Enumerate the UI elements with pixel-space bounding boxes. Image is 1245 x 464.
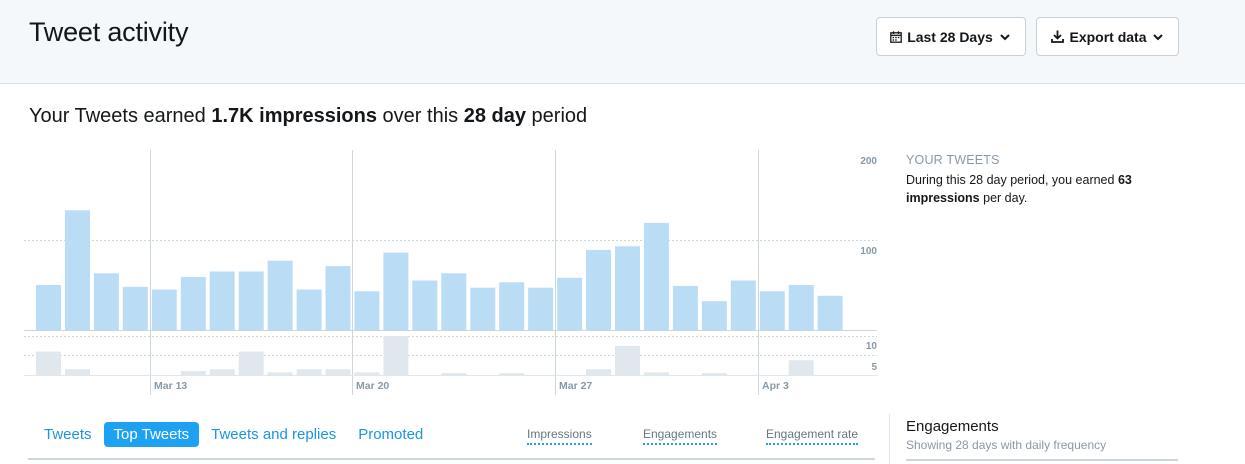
engagements-bar: [643, 372, 669, 375]
tabs-divider: [28, 458, 875, 460]
export-data-button[interactable]: Export data: [1036, 17, 1179, 56]
engagements-bar: [586, 369, 611, 375]
x-tick-label: Apr 3: [762, 380, 789, 392]
section-divider: [889, 414, 890, 464]
summary-middle: over this: [382, 105, 459, 127]
impressions-bar: [65, 210, 90, 330]
impressions-column-header[interactable]: Impressions: [527, 427, 592, 445]
impressions-bar: [528, 287, 554, 330]
engagements-bar: [441, 373, 467, 375]
impressions-bar: [470, 287, 496, 330]
tab-top-tweets[interactable]: Top Tweets: [103, 421, 200, 447]
engagements-bar: [65, 369, 90, 375]
engagements-bar: [354, 372, 380, 375]
impressions-bar: [267, 260, 293, 330]
impressions-bar: [759, 291, 785, 330]
impressions-bar: [383, 252, 409, 330]
impressions-bar: [730, 280, 756, 330]
y-tick-label: 100: [860, 246, 877, 257]
engagements-bar: [267, 372, 293, 375]
y-tick-label: 200: [860, 156, 877, 167]
impressions-bar: [151, 289, 177, 330]
engagements-bar: [325, 369, 351, 375]
engagement-rate-column-header[interactable]: Engagement rate: [766, 427, 859, 445]
impressions-bar: [180, 276, 206, 330]
tab-tweets-and-replies[interactable]: Tweets and replies: [211, 425, 337, 443]
activity-chart: 200 100 10 5 Mar 13 Mar 20 Mar 27 Apr 3: [24, 150, 878, 395]
impressions-summary: Your Tweets earned 1.7K impressions over…: [29, 105, 587, 128]
impressions-bar: [817, 295, 843, 330]
tab-promoted[interactable]: Promoted: [358, 425, 424, 443]
impressions-bar: [701, 301, 727, 330]
download-icon: [1051, 30, 1065, 43]
impressions-bar: [36, 285, 61, 330]
engagements-bar: [383, 336, 409, 375]
y-tick-label: 5: [871, 362, 877, 373]
side-text-bold: impressions: [906, 191, 980, 205]
chevron-down-icon: [1000, 33, 1010, 40]
impressions-bar: [615, 246, 640, 330]
impressions-bar: [499, 282, 525, 330]
impressions-bar: [672, 285, 698, 330]
impressions-bar: [122, 286, 148, 330]
impressions-bar: [296, 289, 322, 330]
calendar-icon: [890, 30, 903, 43]
engagements-bar: [296, 369, 322, 375]
side-text-prefix: During this 28 day period, you earned: [906, 173, 1115, 187]
engagements-bar: [36, 351, 61, 375]
tab-tweets[interactable]: Tweets: [44, 425, 92, 443]
engagements-bar: [701, 373, 727, 375]
date-range-dropdown[interactable]: Last 28 Days: [876, 17, 1026, 56]
your-tweets-title: YOUR TWEETS: [906, 153, 1000, 167]
date-range-label: Last 28 Days: [907, 28, 993, 45]
summary-impressions: 1.7K impressions: [211, 105, 377, 127]
summary-prefix: Your Tweets earned: [29, 105, 206, 127]
summary-period: 28 day: [463, 105, 526, 127]
y-tick-label: 10: [866, 341, 878, 352]
impressions-bar: [586, 249, 611, 330]
impressions-bar: [325, 266, 351, 330]
page-title: Tweet activity: [29, 17, 189, 47]
impressions-bar: [354, 291, 380, 330]
engagements-title: Engagements: [906, 418, 999, 435]
engagements-bar: [615, 345, 640, 376]
impressions-bar: [412, 280, 438, 330]
x-tick-label: Mar 20: [356, 380, 389, 392]
engagements-bar: [209, 369, 235, 375]
impressions-bar: [557, 277, 583, 330]
engagements-bar: [788, 360, 814, 375]
tweet-tabs: Tweets Top Tweets Tweets and replies Pro…: [28, 420, 435, 448]
engagements-subtitle: Showing 28 days with daily frequency: [906, 438, 1107, 452]
chevron-down-icon: [1152, 33, 1163, 40]
summary-suffix: period: [531, 105, 588, 127]
impressions-bar: [238, 271, 264, 330]
impressions-bar: [209, 271, 235, 330]
x-tick-label: Mar 27: [559, 380, 592, 392]
engagements-column-header[interactable]: Engagements: [643, 427, 718, 445]
engagements-divider: [906, 459, 1178, 461]
impressions-bar: [643, 222, 669, 330]
impressions-bar: [441, 273, 467, 330]
side-text-suffix: per day.: [983, 191, 1028, 205]
impressions-bar: [93, 273, 119, 330]
engagements-bar: [238, 351, 264, 375]
export-data-label: Export data: [1069, 28, 1147, 45]
engagements-bar: [180, 371, 206, 375]
page-header: Tweet activity Last 28 Days Export data: [0, 0, 1245, 84]
x-tick-label: Mar 13: [154, 380, 187, 392]
impressions-bar: [788, 285, 814, 330]
your-tweets-description: During this 28 day period, you earned 63…: [906, 171, 1206, 207]
side-daily-value: 63: [1117, 173, 1132, 187]
engagements-bar: [499, 373, 525, 375]
